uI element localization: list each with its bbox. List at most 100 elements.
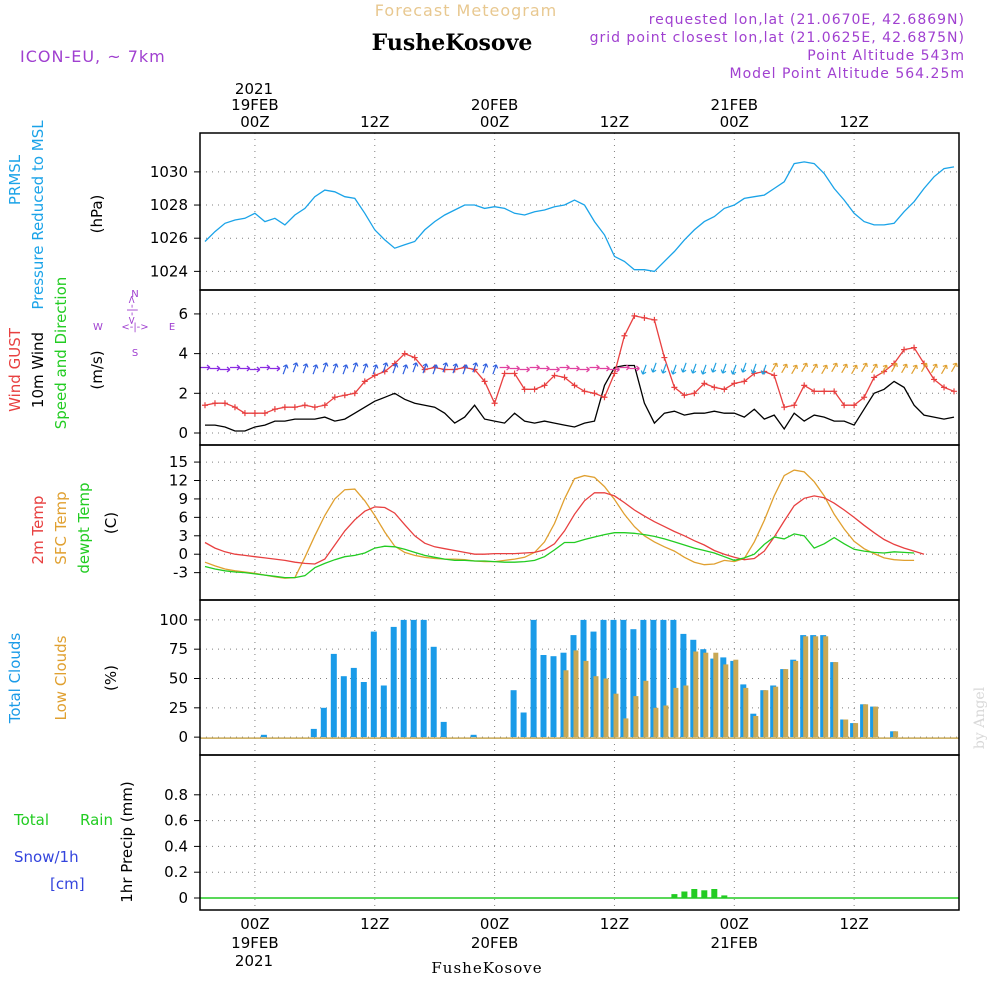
total-clouds-bar bbox=[411, 620, 417, 737]
wind-direction-arrow bbox=[889, 362, 898, 373]
y-tick-label: 1024 bbox=[150, 262, 188, 280]
wind-direction-arrow bbox=[301, 363, 309, 374]
low-clouds-bar bbox=[713, 653, 718, 737]
low-clouds-bar bbox=[803, 636, 808, 737]
gust-point bbox=[731, 380, 737, 386]
gust-point bbox=[502, 370, 508, 376]
dewpt-temp-line bbox=[205, 533, 914, 578]
y-tick-label: 75 bbox=[169, 640, 188, 658]
y-tick-label: 25 bbox=[169, 699, 188, 717]
wind-direction-arrow bbox=[740, 362, 748, 373]
wind-direction-arrow bbox=[770, 362, 779, 373]
gust-point bbox=[222, 400, 228, 406]
wind-direction-arrow bbox=[491, 364, 499, 375]
bottom-tick-label: 00Z bbox=[720, 915, 749, 933]
wind-direction-arrow bbox=[230, 365, 240, 370]
gust-point bbox=[581, 388, 587, 394]
y-tick-label: 0 bbox=[178, 424, 188, 442]
y-tick-label: 6 bbox=[178, 305, 188, 323]
compass-south: S bbox=[132, 348, 138, 359]
pressure-unit: (hPa) bbox=[88, 195, 106, 234]
wind-direction-arrow bbox=[321, 362, 329, 373]
temperature-grid bbox=[200, 445, 959, 600]
low-clouds-bar bbox=[594, 676, 599, 737]
compass-north: N bbox=[131, 289, 138, 300]
bottom-tick-label: 00Z bbox=[480, 915, 509, 933]
bottom-day-label: 19FEB bbox=[231, 934, 278, 952]
low-clouds-bar bbox=[663, 706, 668, 738]
wind-direction-arrow bbox=[730, 364, 738, 375]
top-day-label: 21FEB bbox=[711, 96, 758, 114]
wind-direction-arrow bbox=[281, 364, 289, 375]
y-tick-label: 9 bbox=[178, 490, 188, 508]
wind-direction-arrow bbox=[800, 362, 809, 373]
requested-coordinates: requested lon,lat (21.0670E, 42.6869N) bbox=[649, 12, 965, 28]
wind-speed-line bbox=[205, 366, 954, 432]
gust-point bbox=[512, 370, 518, 376]
wind-direction-arrow bbox=[720, 363, 728, 374]
bottom-day-label: 20FEB bbox=[471, 934, 518, 952]
wind-series bbox=[200, 313, 959, 431]
wind-y-ticks: 0 2 4 6 bbox=[178, 305, 200, 442]
wind-direction-arrow bbox=[580, 367, 590, 372]
gust-point bbox=[911, 345, 917, 351]
total-clouds-bar bbox=[401, 620, 407, 737]
precip-rain-label: Rain bbox=[80, 811, 113, 829]
wind-direction-arrow bbox=[600, 366, 610, 371]
watermark: by Angel bbox=[972, 686, 988, 749]
total-clouds-bar bbox=[361, 682, 367, 737]
wind-direction-arrow bbox=[481, 363, 489, 374]
y-tick-label: 0 bbox=[178, 545, 188, 563]
low-clouds-bar bbox=[703, 653, 708, 737]
total-clouds-bar bbox=[311, 729, 317, 737]
low-clouds-bar bbox=[723, 664, 728, 737]
gust-point bbox=[242, 410, 248, 416]
gust-point bbox=[711, 384, 717, 390]
y-tick-label: 100 bbox=[159, 611, 188, 629]
temp-2m-line bbox=[205, 493, 924, 564]
low-clouds-bar bbox=[564, 670, 569, 737]
wind-direction-arrow bbox=[590, 365, 600, 370]
y-tick-label: 3 bbox=[178, 527, 188, 545]
y-tick-label: 15 bbox=[169, 453, 188, 471]
rain-bar bbox=[701, 890, 707, 898]
sfc-temp-line bbox=[205, 470, 914, 578]
rain-bar bbox=[691, 889, 697, 898]
low-clouds-label: Low Clouds bbox=[52, 635, 70, 720]
bottom-time-axis: 00Z 12Z 00Z 12Z 00Z 12Z19FEB 20FEB 21FEB bbox=[231, 915, 869, 952]
pressure-label-prmsl: PRMSL bbox=[6, 154, 24, 205]
y-tick-label: -3 bbox=[173, 564, 188, 582]
gust-point bbox=[212, 400, 218, 406]
wind-direction-arrow bbox=[859, 362, 868, 373]
gust-point bbox=[252, 410, 258, 416]
pressure-grid bbox=[200, 133, 959, 290]
y-tick-label: 4 bbox=[178, 345, 188, 363]
total-clouds-label: Total Clouds bbox=[6, 633, 24, 725]
top-tick-label: 12Z bbox=[360, 113, 389, 131]
y-tick-label: 6 bbox=[178, 508, 188, 526]
y-tick-label: 0.4 bbox=[164, 837, 188, 855]
gust-point bbox=[492, 400, 498, 406]
wind-direction-arrow bbox=[690, 363, 698, 374]
wind-direction-arrow bbox=[810, 363, 819, 374]
total-clouds-bar bbox=[521, 713, 527, 738]
gust-point bbox=[292, 404, 298, 410]
low-clouds-bar bbox=[743, 688, 748, 737]
gust-point bbox=[522, 386, 528, 392]
wind-direction-arrow bbox=[710, 362, 718, 373]
y-tick-label: 0 bbox=[178, 889, 188, 907]
low-clouds-bar bbox=[623, 718, 628, 737]
y-tick-label: 2 bbox=[178, 384, 188, 402]
precip-series bbox=[200, 889, 959, 898]
wind-direction-arrow bbox=[909, 364, 918, 375]
gust-point bbox=[532, 386, 538, 392]
closest-coordinates: grid point closest lon,lat (21.0625E, 42… bbox=[590, 30, 965, 46]
y-tick-label: 0.8 bbox=[164, 786, 188, 804]
low-clouds-bar bbox=[763, 690, 768, 737]
low-clouds-bar bbox=[853, 723, 858, 737]
precip-frame bbox=[200, 755, 959, 910]
wind-direction-arrow bbox=[331, 363, 339, 374]
y-tick-label: 50 bbox=[169, 670, 188, 688]
temp-dewpt-label: dewpt Temp bbox=[75, 482, 93, 573]
footer-location: FusheKosove bbox=[431, 959, 542, 977]
